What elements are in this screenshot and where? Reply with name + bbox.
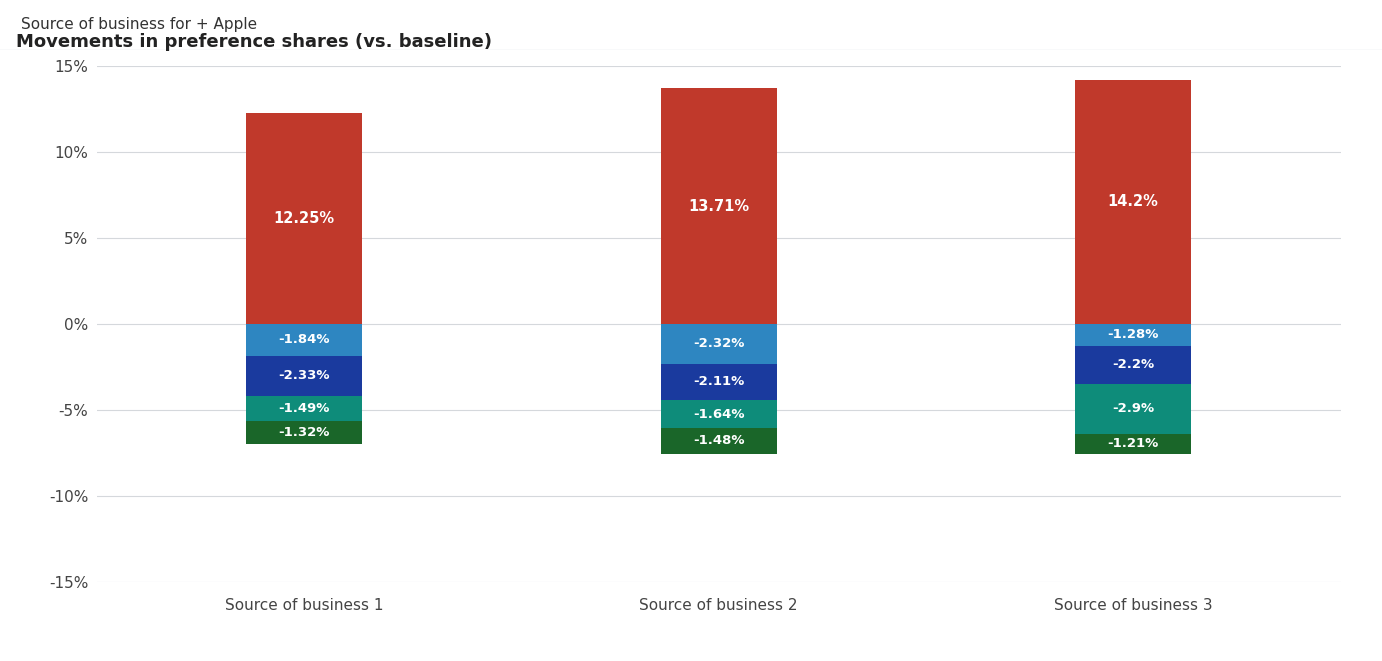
Bar <box>661 89 777 324</box>
Text: -2.33%: -2.33% <box>278 369 330 382</box>
Bar <box>1075 80 1191 324</box>
Text: -1.48%: -1.48% <box>692 434 745 447</box>
Text: -1.84%: -1.84% <box>278 333 330 346</box>
Bar <box>661 324 777 364</box>
Text: -2.9%: -2.9% <box>1113 402 1154 415</box>
Bar <box>661 400 777 428</box>
Bar <box>246 356 362 395</box>
Bar <box>1075 324 1191 346</box>
Text: Movements in preference shares (vs. baseline): Movements in preference shares (vs. base… <box>17 32 492 51</box>
Bar <box>246 114 362 324</box>
Bar <box>246 324 362 356</box>
Bar <box>661 428 777 453</box>
Text: -2.2%: -2.2% <box>1113 358 1154 371</box>
Bar <box>1075 434 1191 454</box>
Bar <box>1075 383 1191 434</box>
Bar <box>661 364 777 400</box>
Bar <box>246 421 362 444</box>
Text: -1.28%: -1.28% <box>1107 329 1159 341</box>
Text: -2.32%: -2.32% <box>692 337 745 350</box>
Text: -1.21%: -1.21% <box>1107 438 1159 450</box>
Text: -1.64%: -1.64% <box>692 408 745 420</box>
Text: Source of business for + Apple: Source of business for + Apple <box>21 17 257 32</box>
Text: 12.25%: 12.25% <box>274 211 334 226</box>
Text: -1.49%: -1.49% <box>278 402 330 415</box>
Text: 13.71%: 13.71% <box>688 198 749 214</box>
Bar <box>246 395 362 421</box>
Text: -1.32%: -1.32% <box>278 426 330 439</box>
Bar <box>1075 346 1191 383</box>
Text: -2.11%: -2.11% <box>692 375 745 389</box>
Text: 14.2%: 14.2% <box>1108 194 1158 210</box>
